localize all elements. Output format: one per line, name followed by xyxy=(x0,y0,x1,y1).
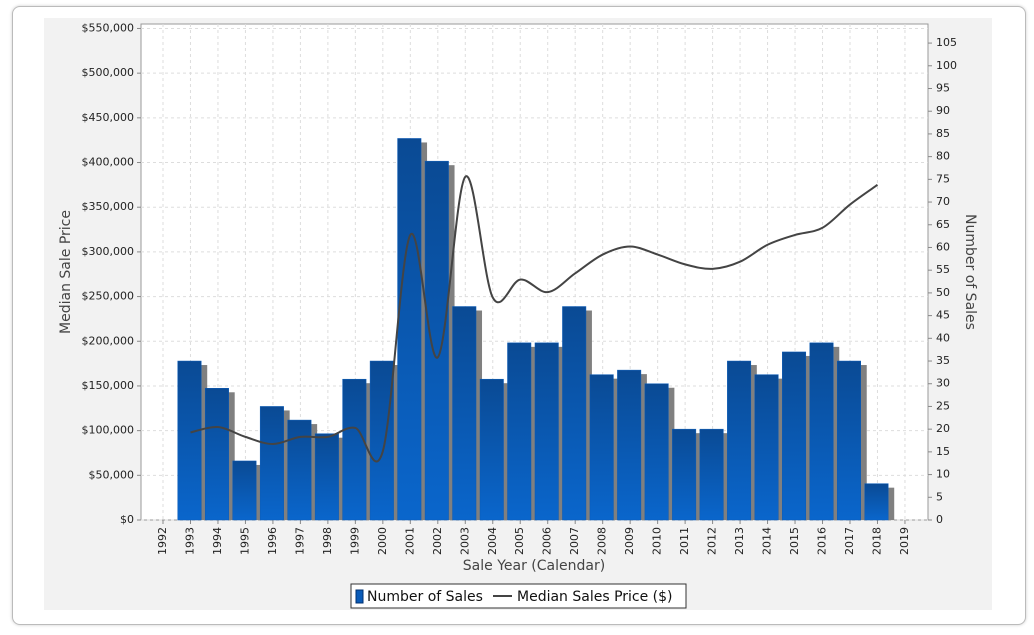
bar xyxy=(534,342,559,521)
bar xyxy=(397,138,422,521)
y2-tick-label: 60 xyxy=(936,240,950,253)
y-tick-label: $400,000 xyxy=(82,156,135,169)
y2-tick-label: 105 xyxy=(936,36,957,49)
y-tick-label: $50,000 xyxy=(89,468,135,481)
y2-tick-label: 25 xyxy=(936,399,950,412)
x-tick-label: 2019 xyxy=(898,527,911,555)
y-tick-label: $450,000 xyxy=(82,111,135,124)
x-tick-label: 2017 xyxy=(843,527,856,555)
bar xyxy=(342,378,367,521)
x-tick-label: 2018 xyxy=(870,527,883,555)
bar xyxy=(204,388,229,521)
x-tick-label: 2007 xyxy=(568,527,581,555)
y2-tick-label: 65 xyxy=(936,218,950,231)
x-tick-label: 1997 xyxy=(293,527,306,555)
x-tick-label: 2006 xyxy=(541,527,554,555)
y2-tick-label: 75 xyxy=(936,172,950,185)
x-axis-title: Sale Year (Calendar) xyxy=(463,558,605,574)
bar xyxy=(562,306,587,521)
x-tick-label: 2015 xyxy=(788,527,801,555)
bar xyxy=(727,360,752,521)
bar xyxy=(507,342,532,521)
bar xyxy=(672,428,697,521)
legend: Number of Sales Median Sales Price ($) xyxy=(350,583,687,609)
x-tick-label: 2001 xyxy=(403,527,416,555)
x-tick-label: 2002 xyxy=(431,527,444,555)
bar xyxy=(644,383,669,521)
x-tick-label: 1995 xyxy=(238,527,251,555)
y2-tick-label: 50 xyxy=(936,286,950,299)
y-tick-label: $350,000 xyxy=(82,200,135,213)
bar xyxy=(452,306,477,521)
bar xyxy=(424,160,449,521)
y-axis-title: Median Sale Price xyxy=(58,210,74,334)
y-tick-label: $200,000 xyxy=(82,334,135,347)
bar xyxy=(259,406,284,521)
bar xyxy=(837,360,861,521)
x-tick-label: 2009 xyxy=(623,527,636,555)
x-tick-label: 2005 xyxy=(513,527,526,555)
y2-tick-label: 15 xyxy=(936,445,950,458)
y-tick-label: $100,000 xyxy=(82,424,135,437)
bar xyxy=(809,342,834,521)
legend-box xyxy=(350,583,687,609)
y2-tick-label: 45 xyxy=(936,309,950,322)
x-tick-label: 1998 xyxy=(321,527,334,555)
bar xyxy=(589,374,614,521)
y2-tick-label: 10 xyxy=(936,468,950,481)
y-tick-label: $0 xyxy=(120,513,134,526)
y2-tick-label: 5 xyxy=(936,490,943,503)
y2-axis-title: Number of Sales xyxy=(962,214,978,330)
y2-tick-label: 70 xyxy=(936,195,950,208)
legend-label: Median Sales Price ($) xyxy=(517,589,673,605)
bar xyxy=(232,460,257,521)
bar xyxy=(699,428,724,521)
x-tick-label: 2012 xyxy=(706,527,719,555)
x-tick-label: 2016 xyxy=(816,527,829,555)
y-tick-label: $150,000 xyxy=(82,379,135,392)
y-tick-label: $550,000 xyxy=(82,21,135,34)
x-tick-label: 1999 xyxy=(348,527,361,555)
bar xyxy=(479,378,504,521)
bar xyxy=(864,483,889,521)
y-tick-label: $300,000 xyxy=(82,245,135,258)
x-tick-label: 2011 xyxy=(678,527,691,555)
bar xyxy=(369,360,394,521)
y2-tick-label: 40 xyxy=(936,331,950,344)
y2-tick-label: 95 xyxy=(936,81,950,94)
bar xyxy=(754,374,779,521)
y2-tick-label: 30 xyxy=(936,377,950,390)
bar xyxy=(782,351,807,521)
x-tick-label: 2014 xyxy=(761,527,774,555)
y2-tick-label: 80 xyxy=(936,150,950,163)
bar xyxy=(314,433,339,521)
x-tick-label: 2008 xyxy=(596,527,609,555)
y2-tick-label: 90 xyxy=(936,104,950,117)
x-tick-label: 1994 xyxy=(211,527,224,555)
y-tick-label: $250,000 xyxy=(82,290,135,303)
bar xyxy=(287,419,312,521)
bar xyxy=(177,360,202,521)
legend-label: Number of Sales xyxy=(367,589,483,605)
y2-tick-label: 100 xyxy=(936,59,957,72)
x-tick-label: 2013 xyxy=(733,527,746,555)
x-tick-label: 1996 xyxy=(266,527,279,555)
x-tick-label: 1992 xyxy=(156,527,169,555)
y2-tick-label: 55 xyxy=(936,263,950,276)
x-tick-label: 2000 xyxy=(376,527,389,555)
y2-tick-label: 0 xyxy=(936,513,943,526)
y2-tick-label: 35 xyxy=(936,354,950,367)
x-tick-label: 2010 xyxy=(651,527,664,555)
y2-tick-label: 85 xyxy=(936,127,950,140)
y-tick-label: $500,000 xyxy=(82,66,135,79)
legend-swatch xyxy=(355,589,364,604)
bar xyxy=(617,369,642,521)
x-tick-label: 2004 xyxy=(486,527,499,555)
x-tick-label: 2003 xyxy=(458,527,471,555)
x-tick-label: 1993 xyxy=(183,527,196,555)
y2-tick-label: 20 xyxy=(936,422,950,435)
line xyxy=(190,175,879,463)
